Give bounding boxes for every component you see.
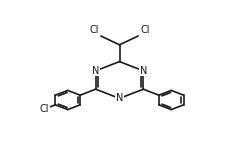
Text: N: N <box>140 66 147 76</box>
Text: N: N <box>92 66 99 76</box>
Text: Cl: Cl <box>40 104 49 114</box>
Text: Cl: Cl <box>140 25 150 35</box>
Text: N: N <box>116 93 123 103</box>
Text: Cl: Cl <box>89 25 99 35</box>
